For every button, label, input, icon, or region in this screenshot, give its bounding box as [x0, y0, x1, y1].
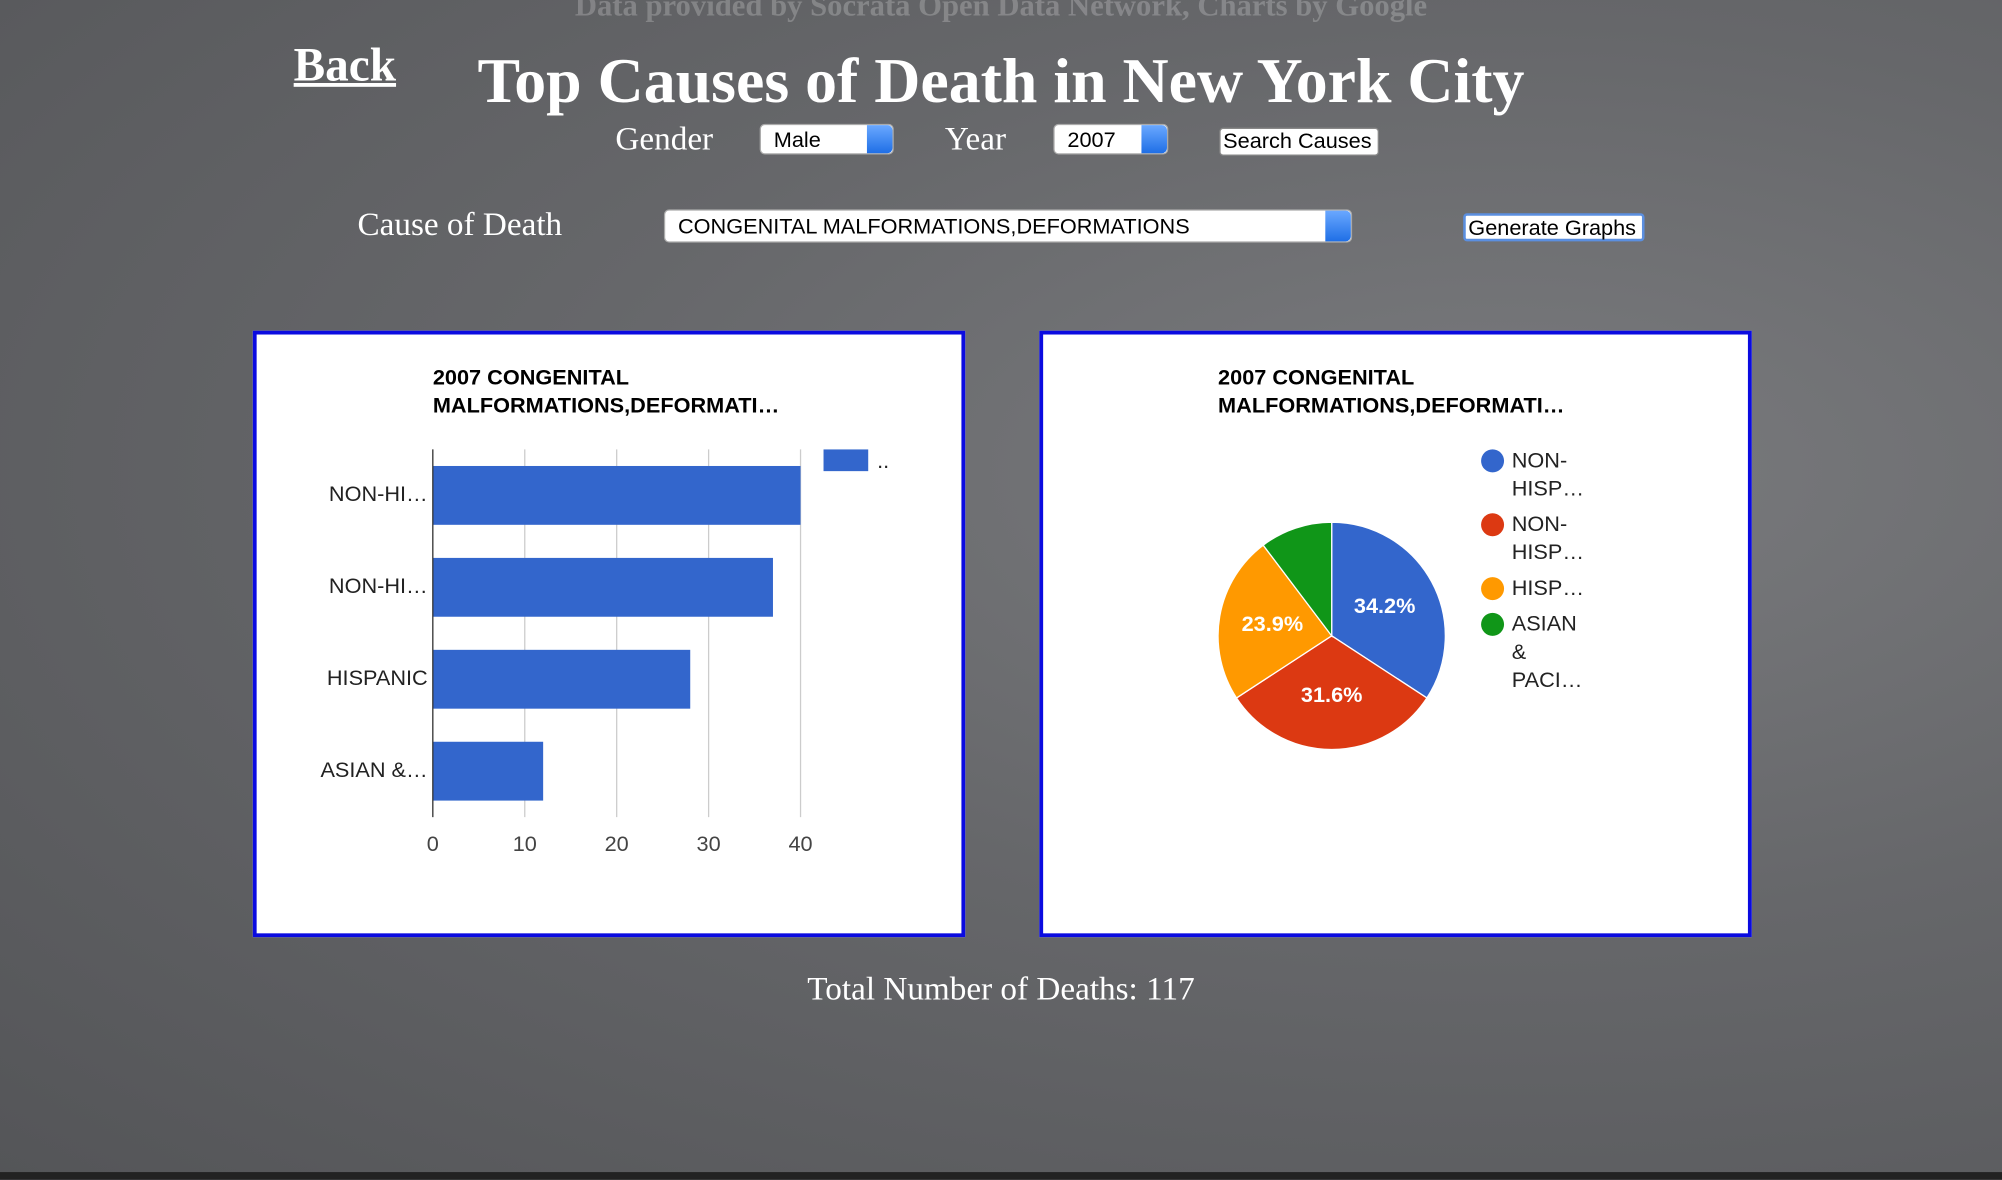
bar — [432, 465, 801, 525]
year-label: Year — [944, 120, 1007, 158]
legend: NON-HISP… NON-HISP… HISP… ASIAN & PACI… — [1481, 447, 1591, 695]
plot: 0 10 20 30 40 NON-HI… NON-HI… HISPANIC ASIAN &….… — [320, 448, 889, 856]
y-tick-label: ASIAN &… — [320, 757, 427, 782]
legend-label: NON-HISP… — [1511, 511, 1585, 565]
total: Total Number of Deaths: 117 — [0, 970, 2002, 1008]
x-tick-label: 40 — [788, 831, 812, 856]
x-tick-label: 30 — [697, 831, 721, 856]
x-tick-label: 0 — [427, 831, 439, 856]
chart-frame — [1039, 330, 1752, 938]
gender-select[interactable]: Male — [759, 123, 894, 155]
y-tick-label: HISPANIC — [327, 665, 428, 690]
chart-title: 2007 CONGENITAL MALFORMATIONS,DEFORMATI… — [432, 365, 780, 418]
legend-label: ASIAN & PACI… — [1511, 611, 1583, 693]
legend-label: NON-HISP… — [1511, 448, 1585, 501]
legend-dot — [1481, 577, 1505, 601]
y-tick-label: NON-HI… — [329, 573, 428, 598]
pie-slice — [1235, 635, 1428, 751]
select-arrow — [866, 125, 893, 154]
slice-label: 23.9% — [1242, 611, 1304, 636]
chart-frame — [252, 330, 966, 938]
y-tick-label: NON-HI… — [329, 481, 428, 506]
slice-label: 34.2% — [1354, 593, 1416, 618]
legend-item: HISP… — [1481, 575, 1591, 603]
search-button[interactable]: Search Causes — [1219, 127, 1379, 156]
legend-dot — [1481, 612, 1505, 636]
select-value: 2007 — [1067, 127, 1116, 152]
select-arrow — [1141, 125, 1167, 154]
legend-swatch — [823, 449, 869, 472]
x-tick-label: 10 — [513, 831, 537, 856]
legend-item: NON-HISP… — [1481, 511, 1591, 567]
year-select[interactable]: 2007 — [1053, 123, 1169, 155]
legend-label: HISP… — [1511, 575, 1585, 601]
generate-button[interactable]: Generate Graphs — [1463, 213, 1645, 242]
bottom-strip — [0, 1172, 2002, 1180]
bar — [432, 557, 773, 617]
cause-label: Cause of Death — [357, 205, 563, 243]
back-link[interactable]: Back — [293, 39, 397, 92]
select-value: CONGENITAL MALFORMATIONS,DEFORMATIONS — [677, 214, 1190, 239]
legend-label: .. — [877, 448, 889, 473]
pie-chart: 2007 CONGENITAL MALFORMATIONS,DEFORMATI…… — [1039, 330, 1752, 938]
total-value: 117 — [1146, 970, 1195, 1008]
pie-slice — [1262, 521, 1333, 638]
legend-dot — [1481, 449, 1505, 473]
select-arrow — [1325, 210, 1351, 242]
pie-slice — [1217, 544, 1333, 699]
page-title: Top Causes of Death in New York City — [0, 43, 2002, 117]
select-value: Male — [773, 127, 821, 152]
legend-dot — [1481, 513, 1505, 537]
cause-select[interactable]: CONGENITAL MALFORMATIONS,DEFORMATIONS — [663, 209, 1353, 243]
credit: Data provided by Socrata Open Data Netwo… — [574, 0, 1428, 23]
title-text: Top Causes of Death in New York City — [477, 44, 1525, 117]
x-tick-label: 20 — [605, 831, 629, 856]
chart-title: 2007 CONGENITAL MALFORMATIONS,DEFORMATI… — [1218, 365, 1565, 418]
legend-item: NON-HISP… — [1481, 447, 1591, 503]
plot: 34.2% 31.6% 23.9% — [1217, 521, 1446, 751]
slice-label: 31.6% — [1301, 682, 1363, 707]
legend-item: ASIAN & PACI… — [1481, 610, 1591, 694]
bar — [432, 741, 544, 801]
bar — [432, 649, 691, 709]
total-label: Total Number of Deaths: — [807, 970, 1138, 1008]
gender-label: Gender — [615, 120, 714, 158]
bar-chart: 2007 CONGENITAL MALFORMATIONS,DEFORMATI…… — [252, 330, 966, 938]
